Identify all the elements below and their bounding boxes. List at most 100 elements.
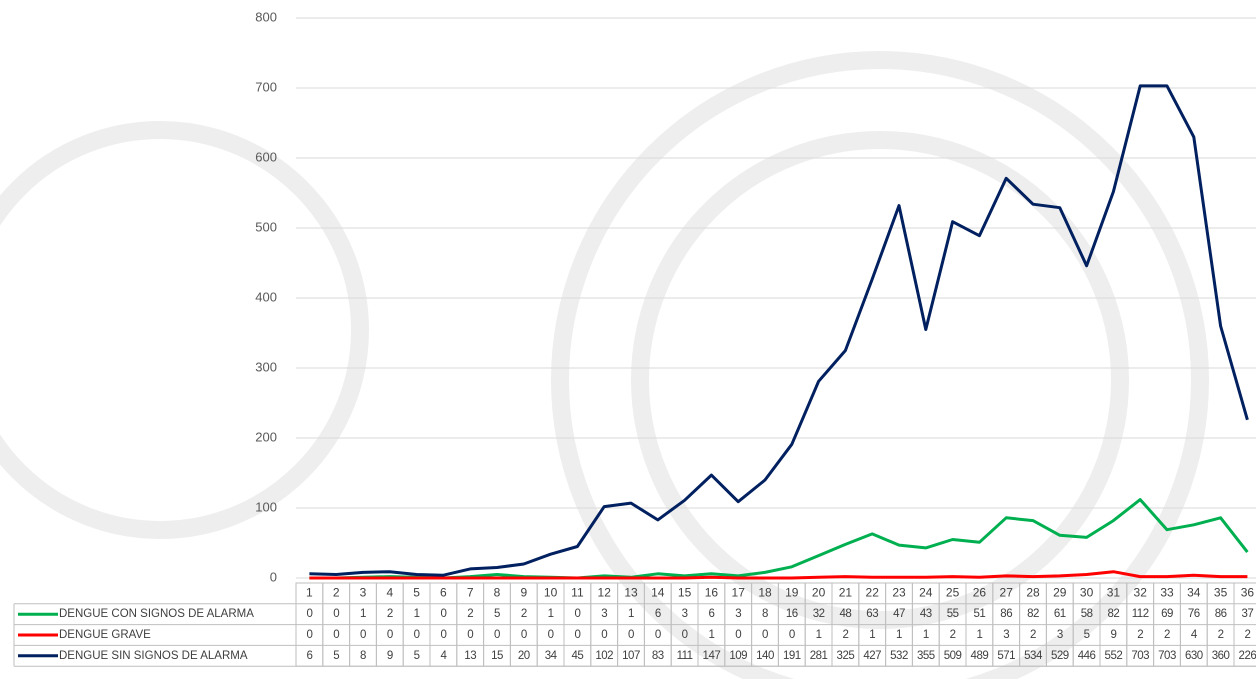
table-value: 1 <box>708 629 714 641</box>
x-tick-label: 32 <box>1134 586 1148 600</box>
table-value: 0 <box>333 629 339 641</box>
table-value: 3 <box>735 608 741 620</box>
table-value: 34 <box>545 650 558 662</box>
table-value: 0 <box>467 629 473 641</box>
table-value: 0 <box>682 629 688 641</box>
table-value: 107 <box>622 650 640 662</box>
x-tick-label: 4 <box>386 586 393 600</box>
table-value: 37 <box>1242 608 1254 620</box>
table-value: 55 <box>947 608 959 620</box>
table-value: 48 <box>840 608 852 620</box>
table-value: 9 <box>387 650 393 662</box>
y-tick-label: 0 <box>270 569 277 584</box>
table-value: 5 <box>333 650 339 662</box>
table-value: 1 <box>360 608 366 620</box>
x-tick-label: 35 <box>1214 586 1228 600</box>
series-line <box>309 570 1248 580</box>
table-value: 0 <box>628 629 634 641</box>
x-tick-label: 12 <box>598 586 612 600</box>
table-value: 1 <box>976 629 982 641</box>
table-value: 2 <box>1164 629 1170 641</box>
table-value: 20 <box>518 650 530 662</box>
x-tick-label: 9 <box>520 586 527 600</box>
table-value: 4 <box>1191 629 1198 641</box>
table-value: 4 <box>440 650 447 662</box>
x-tick-label: 15 <box>678 586 692 600</box>
table-value: 1 <box>548 608 554 620</box>
table-value: 703 <box>1158 650 1176 662</box>
table-value: 3 <box>601 608 607 620</box>
table-value: 13 <box>464 650 476 662</box>
table-value: 102 <box>595 650 613 662</box>
table-value: 147 <box>703 650 721 662</box>
x-tick-label: 7 <box>467 586 474 600</box>
x-tick-label: 11 <box>571 586 584 600</box>
table-value: 109 <box>729 650 747 662</box>
table-value: 2 <box>1030 629 1036 641</box>
x-tick-label: 18 <box>758 586 772 600</box>
table-value: 191 <box>783 650 801 662</box>
y-tick-label: 800 <box>255 9 277 24</box>
table-value: 43 <box>920 608 932 620</box>
table-value: 76 <box>1188 608 1200 620</box>
table-value: 0 <box>333 608 339 620</box>
table-value: 2 <box>1244 629 1250 641</box>
table-value: 529 <box>1051 650 1069 662</box>
table-value: 0 <box>655 629 661 641</box>
table-value: 532 <box>890 650 908 662</box>
table-value: 571 <box>997 650 1015 662</box>
table-value: 111 <box>677 650 693 662</box>
table-value: 0 <box>574 629 580 641</box>
x-tick-label: 24 <box>919 586 933 600</box>
x-tick-label: 29 <box>1053 586 1067 600</box>
table-value: 325 <box>837 650 855 662</box>
table-value: 0 <box>414 629 420 641</box>
table-value: 6 <box>708 608 714 620</box>
legend-label: DENGUE GRAVE <box>59 629 151 641</box>
x-tick-label: 5 <box>413 586 420 600</box>
table-value: 2 <box>842 629 848 641</box>
y-tick-label: 400 <box>255 289 277 304</box>
table-value: 360 <box>1212 650 1230 662</box>
table-value: 1 <box>414 608 420 620</box>
x-tick-label: 36 <box>1241 586 1255 600</box>
table-value: 2 <box>467 608 473 620</box>
table-value: 489 <box>971 650 989 662</box>
table-value: 1 <box>896 629 902 641</box>
x-tick-label: 6 <box>440 586 447 600</box>
table-value: 3 <box>682 608 688 620</box>
table-value: 8 <box>762 608 768 620</box>
table-value: 1 <box>816 629 822 641</box>
table-value: 58 <box>1081 608 1093 620</box>
table-value: 2 <box>1218 629 1224 641</box>
table-value: 63 <box>866 608 878 620</box>
x-tick-label: 23 <box>892 586 906 600</box>
x-tick-label: 34 <box>1187 586 1201 600</box>
series-line <box>309 498 1249 580</box>
x-tick-label: 28 <box>1026 586 1040 600</box>
table-value: 509 <box>944 650 962 662</box>
table-value: 355 <box>917 650 935 662</box>
series-line <box>309 84 1249 577</box>
table-value: 86 <box>1000 608 1012 620</box>
table-value: 61 <box>1054 608 1066 620</box>
table-value: 0 <box>735 629 741 641</box>
table-value: 3 <box>1057 629 1063 641</box>
table-value: 112 <box>1132 608 1149 620</box>
table-value: 446 <box>1078 650 1096 662</box>
table-value: 51 <box>974 608 986 620</box>
table-value: 9 <box>1110 629 1116 641</box>
table-value: 47 <box>893 608 905 620</box>
table-value: 5 <box>494 608 500 620</box>
table-value: 226 <box>1239 650 1256 662</box>
table-value: 6 <box>306 650 312 662</box>
table-value: 69 <box>1161 608 1173 620</box>
x-tick-label: 17 <box>732 586 746 600</box>
table-value: 3 <box>1003 629 1009 641</box>
y-tick-label: 300 <box>255 359 277 374</box>
x-tick-label: 16 <box>705 586 719 600</box>
table-value: 6 <box>655 608 661 620</box>
table-value: 2 <box>950 629 956 641</box>
